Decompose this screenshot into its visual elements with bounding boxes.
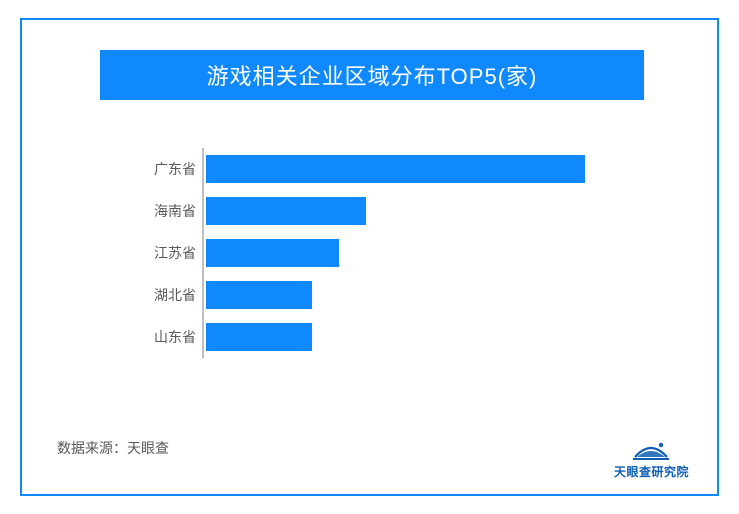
bar-track	[206, 232, 642, 274]
bar-row: 广东省	[142, 148, 642, 190]
bar	[206, 239, 339, 267]
bar-row: 江苏省	[142, 232, 642, 274]
bar	[206, 281, 312, 309]
logo-text: 天眼查研究院	[614, 463, 689, 480]
bar-track	[206, 316, 642, 358]
bar	[206, 197, 366, 225]
data-source-text: 数据来源：天眼查	[57, 438, 169, 458]
bar-label: 山东省	[142, 327, 196, 347]
chart-title: 游戏相关企业区域分布TOP5(家)	[207, 59, 538, 91]
bar-label: 广东省	[142, 159, 196, 179]
logo: 天眼查研究院	[614, 435, 689, 480]
bar-row: 海南省	[142, 190, 642, 232]
chart-title-banner: 游戏相关企业区域分布TOP5(家)	[100, 50, 644, 100]
bar-track	[206, 148, 642, 190]
bar-label: 海南省	[142, 201, 196, 221]
chart-plot-area: 广东省海南省江苏省湖北省山东省	[142, 148, 642, 368]
bar-row: 山东省	[142, 316, 642, 358]
bar-label: 湖北省	[142, 285, 196, 305]
tianyancha-logo-icon	[631, 435, 671, 461]
source-label: 数据来源：天眼查	[57, 440, 169, 456]
bar-row: 湖北省	[142, 274, 642, 316]
bar-label: 江苏省	[142, 243, 196, 263]
chart-frame: 游戏相关企业区域分布TOP5(家) 广东省海南省江苏省湖北省山东省 数据来源：天…	[20, 18, 719, 496]
bar	[206, 323, 312, 351]
bar-track	[206, 190, 642, 232]
bar-track	[206, 274, 642, 316]
bar	[206, 155, 585, 183]
